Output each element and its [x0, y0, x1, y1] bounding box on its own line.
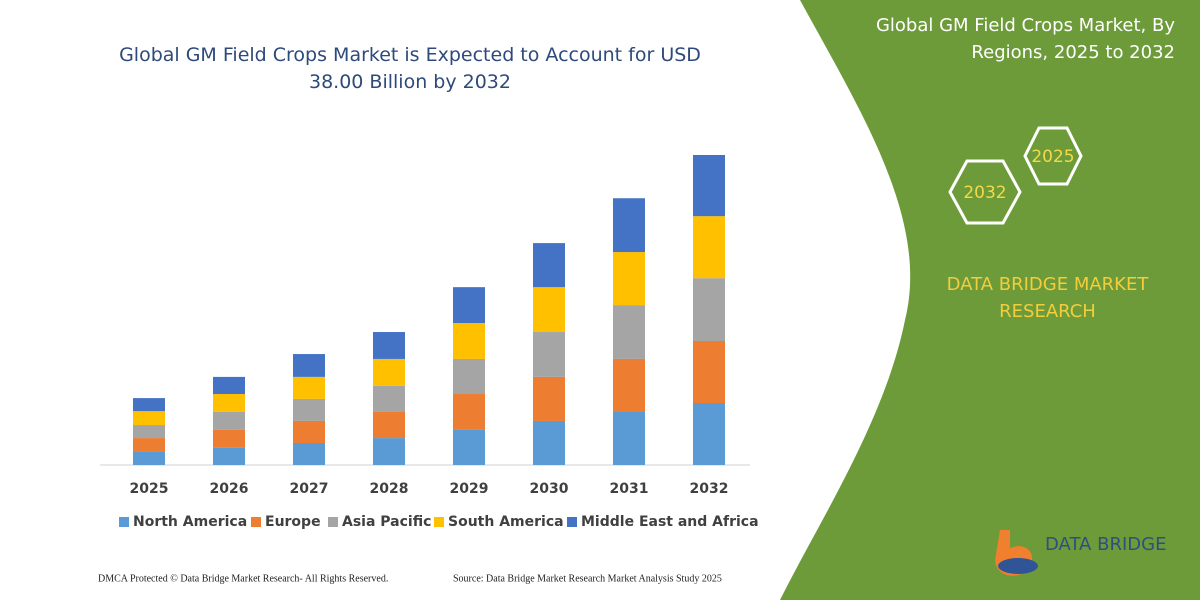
bar-segment: [133, 438, 165, 452]
x-tick-label: 2028: [370, 481, 409, 497]
bar-segment: [133, 425, 165, 439]
x-tick-label: 2027: [290, 481, 329, 497]
bar-segment: [293, 442, 325, 465]
legend-label: Asia Pacific: [342, 514, 431, 530]
bar-segment: [533, 332, 565, 377]
legend-swatch: [567, 517, 577, 527]
bar-segment: [373, 411, 405, 439]
bar-segment: [453, 358, 485, 395]
bar-segment: [373, 332, 405, 359]
bar-segment: [373, 438, 405, 465]
bar-segment: [453, 429, 485, 465]
legend-label: South America: [448, 514, 564, 530]
bar-segment: [693, 216, 725, 279]
x-tick-label: 2029: [450, 481, 489, 497]
x-tick-label: 2025: [130, 481, 169, 497]
x-tick-label: 2032: [690, 481, 729, 497]
legend-label: Middle East and Africa: [581, 514, 759, 530]
bar-segment: [533, 287, 565, 333]
bar-segment: [693, 341, 725, 403]
chart-title: Global GM Field Crops Market is Expected…: [119, 44, 701, 93]
badge-hexagon: [1023, 126, 1083, 186]
bar-segment: [533, 376, 565, 421]
bar-segment: [613, 411, 645, 465]
bar-segment: [693, 403, 725, 465]
bar-segment: [213, 447, 245, 465]
bar-segment: [293, 376, 325, 399]
bar-segment: [453, 323, 485, 359]
bar-segment: [133, 411, 165, 426]
bar-segment: [453, 287, 485, 324]
bar-segment: [213, 394, 245, 412]
bar-segment: [213, 376, 245, 395]
bar-segment: [293, 420, 325, 443]
legend-swatch: [434, 517, 444, 527]
x-tick-label: 2030: [530, 481, 569, 497]
legend-swatch: [328, 517, 338, 527]
bar-segment: [693, 278, 725, 341]
bar-segment: [613, 305, 645, 359]
legend-swatch: [251, 517, 261, 527]
bar-segment: [373, 358, 405, 386]
footer-text: Source: Data Bridge Market Research Mark…: [453, 573, 722, 584]
badge-text: 2032: [963, 183, 1006, 203]
bar-segment: [453, 394, 485, 430]
bar-segment: [213, 411, 245, 430]
x-tick-label: 2031: [610, 481, 649, 497]
side-panel: [780, 0, 1200, 600]
bar-segment: [613, 358, 645, 412]
bar-segment: [133, 451, 165, 465]
logo-mark: [998, 558, 1038, 574]
bar-segment: [293, 354, 325, 377]
x-tick-label: 2026: [210, 481, 249, 497]
badge-text: 2025: [1031, 147, 1074, 167]
brand-text: DATA BRIDGE MARKET RESEARCH: [946, 274, 1149, 322]
footer-text: DMCA Protected © Data Bridge Market Rese…: [98, 573, 388, 584]
bar-segment: [293, 398, 325, 421]
logo-text: DATA BRIDGE: [1045, 534, 1166, 555]
bar-segment: [533, 420, 565, 465]
bar-segment: [213, 429, 245, 448]
legend-swatch: [119, 517, 129, 527]
bar-segment: [373, 385, 405, 412]
bar-segment: [693, 155, 725, 217]
badge-hexagon: [948, 159, 1022, 225]
bar-segment: [133, 398, 165, 412]
bar-segment: [613, 198, 645, 253]
legend-label: Europe: [265, 514, 321, 530]
bar-segment: [613, 252, 645, 306]
legend-label: North America: [133, 514, 247, 530]
panel-title: Global GM Field Crops Market, By Regions…: [875, 15, 1175, 63]
bar-segment: [533, 243, 565, 288]
